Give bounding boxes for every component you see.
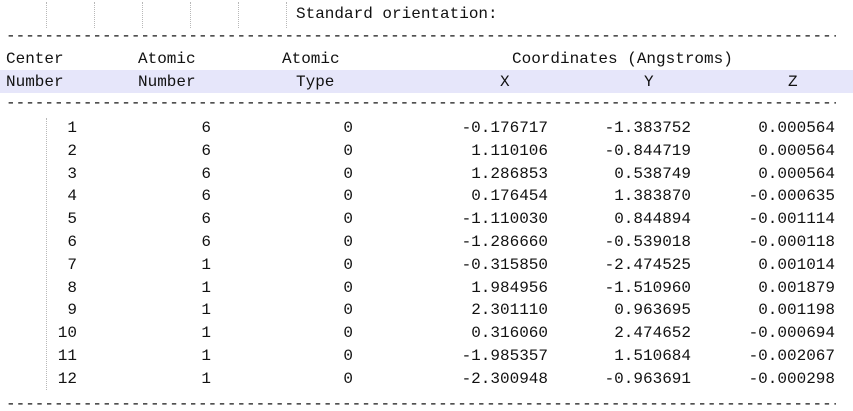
atom-y-coordinate: 1.383870 — [614, 187, 691, 206]
atom-z-coordinate: 0.000564 — [758, 164, 835, 183]
header-type: Type — [296, 73, 335, 91]
atom-center-number: 12 — [57, 369, 77, 388]
atom-x-coordinate: 1.286853 — [471, 164, 548, 183]
atom-atomic-number: 1 — [201, 324, 211, 343]
atom-atomic-type: 0 — [343, 233, 353, 251]
atom-x-coordinate: 2.301110 — [471, 301, 548, 320]
atom-z-coordinate: 0.001014 — [758, 255, 835, 274]
atom-atomic-type: 0 — [343, 141, 353, 160]
indent-guide — [46, 118, 47, 390]
atom-atomic-type: 0 — [343, 187, 353, 206]
header-z: Z — [788, 73, 798, 91]
atom-center-number: 4 — [67, 187, 77, 206]
indent-guide — [94, 2, 95, 28]
header-atomic-number-2: Number — [138, 73, 196, 91]
indent-guide — [238, 2, 239, 28]
atom-z-coordinate: -0.002067 — [748, 347, 835, 365]
atom-center-number: 7 — [67, 255, 77, 274]
atom-x-coordinate: -0.176717 — [461, 119, 548, 137]
indent-guide — [46, 2, 47, 28]
atom-y-coordinate: 1.510684 — [614, 347, 691, 365]
atom-atomic-number: 6 — [201, 164, 211, 183]
separator-line: ----------------------------------------… — [6, 29, 836, 43]
header-x: X — [500, 73, 510, 91]
indent-guide — [142, 2, 143, 28]
atom-center-number: 10 — [57, 324, 77, 343]
atom-x-coordinate: 1.110106 — [471, 141, 548, 160]
indent-guide — [190, 2, 191, 28]
atom-x-coordinate: 0.316060 — [471, 324, 548, 343]
separator-line: ----------------------------------------… — [6, 96, 836, 110]
section-title: Standard orientation: — [296, 5, 498, 23]
atom-center-number: 8 — [67, 278, 77, 297]
atom-z-coordinate: 0.001198 — [758, 301, 835, 320]
atom-y-coordinate: 2.474652 — [614, 324, 691, 343]
atom-y-coordinate: 0.538749 — [614, 164, 691, 183]
atom-atomic-number: 6 — [201, 141, 211, 160]
atom-atomic-type: 0 — [343, 210, 353, 229]
atom-center-number: 6 — [67, 233, 77, 251]
atom-atomic-type: 0 — [343, 301, 353, 320]
atom-atomic-type: 0 — [343, 119, 353, 137]
atom-center-number: 11 — [57, 347, 77, 365]
atom-z-coordinate: -0.000298 — [748, 369, 835, 388]
atom-z-coordinate: -0.000635 — [748, 187, 835, 206]
atom-y-coordinate: -0.844719 — [604, 141, 691, 160]
atom-z-coordinate: 0.000564 — [758, 119, 835, 137]
atom-atomic-number: 1 — [201, 369, 211, 388]
atom-z-coordinate: 0.001879 — [758, 278, 835, 297]
separator-line: ----------------------------------------… — [6, 397, 836, 411]
atom-z-coordinate: -0.000694 — [748, 324, 835, 343]
header-center-number: Number — [6, 73, 64, 91]
atom-y-coordinate: 0.844894 — [614, 210, 691, 229]
atom-y-coordinate: -0.539018 — [604, 233, 691, 251]
header-highlight — [0, 70, 853, 93]
atom-x-coordinate: 0.176454 — [471, 187, 548, 206]
atom-y-coordinate: 0.963695 — [614, 301, 691, 320]
atom-z-coordinate: -0.001114 — [748, 210, 835, 229]
atom-atomic-number: 1 — [201, 278, 211, 297]
atom-atomic-type: 0 — [343, 278, 353, 297]
atom-atomic-number: 1 — [201, 301, 211, 320]
atom-z-coordinate: 0.000564 — [758, 141, 835, 160]
header-center: Center — [6, 50, 64, 68]
atom-y-coordinate: -2.474525 — [604, 255, 691, 274]
atom-center-number: 3 — [67, 164, 77, 183]
atom-atomic-type: 0 — [343, 164, 353, 183]
atom-y-coordinate: -1.383752 — [604, 119, 691, 137]
atom-x-coordinate: -1.286660 — [461, 233, 548, 251]
atom-atomic-type: 0 — [343, 347, 353, 365]
atom-atomic-number: 6 — [201, 119, 211, 137]
atom-x-coordinate: -1.110030 — [461, 210, 548, 229]
header-atomic-number: Atomic — [138, 50, 196, 68]
atom-atomic-type: 0 — [343, 324, 353, 343]
header-atomic-type: Atomic — [282, 50, 340, 68]
atom-atomic-number: 1 — [201, 255, 211, 274]
atom-center-number: 9 — [67, 301, 77, 320]
atom-y-coordinate: -1.510960 — [604, 278, 691, 297]
atom-atomic-type: 0 — [343, 369, 353, 388]
indent-guide — [286, 2, 287, 28]
atom-x-coordinate: -1.985357 — [461, 347, 548, 365]
atom-atomic-number: 1 — [201, 347, 211, 365]
header-y: Y — [644, 73, 654, 91]
atom-atomic-number: 6 — [201, 210, 211, 229]
atom-x-coordinate: -2.300948 — [461, 369, 548, 388]
atom-atomic-number: 6 — [201, 187, 211, 206]
atom-center-number: 1 — [67, 119, 77, 137]
atom-center-number: 5 — [67, 210, 77, 229]
atom-atomic-type: 0 — [343, 255, 353, 274]
atom-center-number: 2 — [67, 141, 77, 160]
atom-x-coordinate: -0.315850 — [461, 255, 548, 274]
atom-atomic-number: 6 — [201, 233, 211, 251]
atom-z-coordinate: -0.000118 — [748, 233, 835, 251]
header-coordinates: Coordinates (Angstroms) — [512, 50, 733, 68]
atom-y-coordinate: -0.963691 — [604, 369, 691, 388]
atom-x-coordinate: 1.984956 — [471, 278, 548, 297]
